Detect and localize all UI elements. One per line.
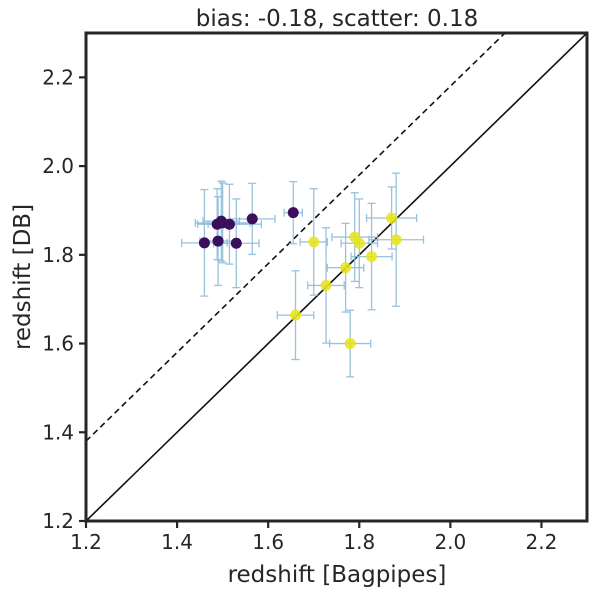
y-tick-label: 1.8 <box>42 243 74 267</box>
y-tick-label: 2.2 <box>42 65 74 89</box>
y-tick-label: 2.0 <box>42 154 74 178</box>
y-tick-label: 1.6 <box>42 332 74 356</box>
y-axis-ticks: 1.2 1.4 1.6 1.8 2.0 2.2 <box>42 65 86 533</box>
x-tick-label: 1.6 <box>252 530 284 554</box>
y-tick-label: 1.4 <box>42 420 74 444</box>
error-bars <box>180 172 425 378</box>
data-point <box>390 234 402 246</box>
x-axis-ticks: 1.2 1.4 1.6 1.8 2.0 2.2 <box>70 521 557 554</box>
data-point <box>344 338 356 350</box>
x-tick-label: 1.8 <box>343 530 375 554</box>
offset-reference-line <box>86 33 507 442</box>
data-point <box>230 237 242 249</box>
plot-area <box>86 33 587 521</box>
x-tick-label: 2.0 <box>434 530 466 554</box>
data-point <box>212 235 224 247</box>
data-point <box>287 207 299 219</box>
data-point <box>386 212 398 224</box>
data-point <box>320 279 332 291</box>
data-point <box>223 218 235 230</box>
data-point <box>246 213 258 225</box>
x-axis-label: redshift [Bagpipes] <box>228 562 447 588</box>
data-point <box>198 237 210 249</box>
x-tick-label: 2.2 <box>526 530 558 554</box>
x-tick-label: 1.2 <box>70 530 102 554</box>
y-axis-label: redshift [DB] <box>10 204 36 350</box>
x-tick-label: 1.4 <box>161 530 193 554</box>
data-point <box>290 309 302 321</box>
data-point <box>308 236 320 248</box>
y-tick-label: 1.2 <box>42 509 74 533</box>
chart-title: bias: -0.18, scatter: 0.18 <box>196 6 479 32</box>
data-point <box>353 237 365 249</box>
plot-frame <box>84 31 589 523</box>
data-point <box>366 251 378 263</box>
one-to-one-line <box>86 33 587 521</box>
data-points <box>198 207 402 350</box>
reference-lines <box>86 33 587 521</box>
data-point <box>340 262 352 274</box>
